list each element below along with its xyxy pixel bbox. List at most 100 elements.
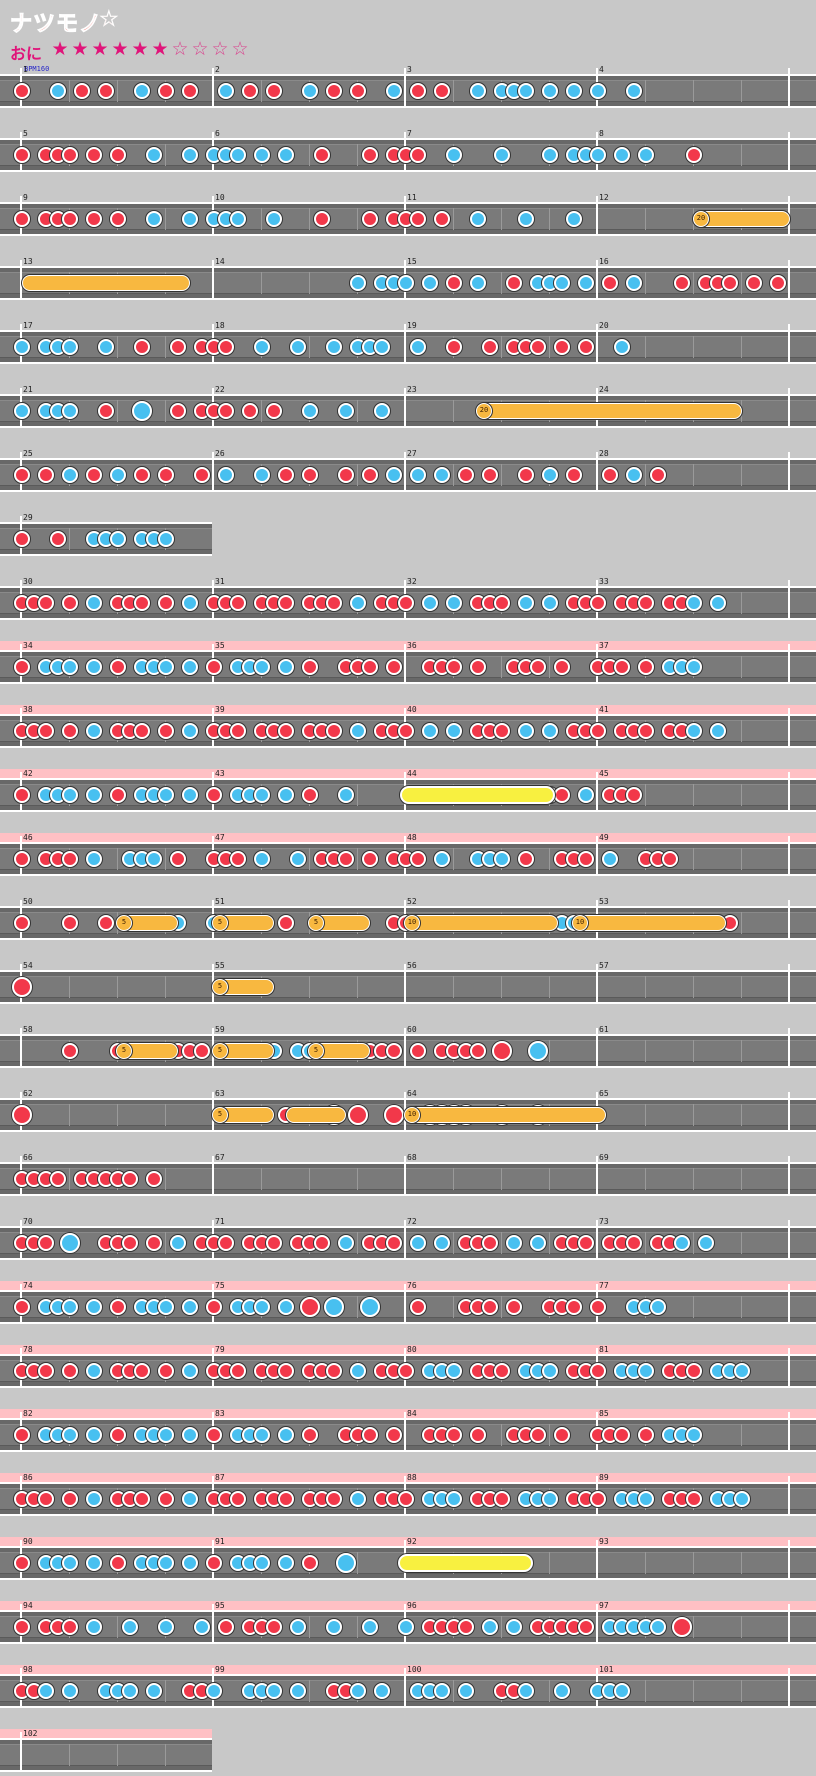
- balloon-count: 5: [212, 979, 228, 995]
- note-lane: 58 59 60 61: [0, 1025, 816, 1068]
- barline: [788, 836, 790, 874]
- ka-note: [530, 1235, 546, 1251]
- beatline: [309, 336, 310, 358]
- chart-header: ナツモノ ☆ おに ★ ★ ★ ★ ★ ★ ☆ ☆ ☆ ☆: [9, 4, 410, 64]
- lane-top-edge: [0, 778, 816, 780]
- don-note: [302, 1427, 318, 1443]
- don-note: [626, 1235, 642, 1251]
- don-note: [158, 83, 174, 99]
- don-note: [206, 787, 222, 803]
- ka-note: [650, 1619, 666, 1635]
- barline: [212, 1604, 214, 1642]
- don-note: [410, 1043, 426, 1059]
- measure-number: 62: [23, 1089, 33, 1098]
- ka-note: [290, 851, 306, 867]
- barline: [596, 836, 598, 874]
- measure-number: 92: [407, 1537, 417, 1546]
- ka-note: [254, 787, 270, 803]
- barline: [788, 580, 790, 618]
- lane-bottom-edge: [0, 1642, 816, 1644]
- measure-number: 17: [23, 321, 33, 330]
- ka-note: [146, 1683, 162, 1699]
- ka-note: [470, 83, 486, 99]
- beatline: [165, 336, 166, 358]
- lane-top-edge: [0, 74, 816, 76]
- measure-number: 1: [23, 65, 28, 74]
- barline: [20, 1732, 22, 1770]
- ka-note: [182, 147, 198, 163]
- don-note: [362, 851, 378, 867]
- don-note: [266, 1619, 282, 1635]
- don-note: [362, 1427, 378, 1443]
- ka-note: [434, 467, 450, 483]
- don-note: [578, 1619, 594, 1635]
- don-note: [230, 595, 246, 611]
- measure-number: 23: [407, 385, 417, 394]
- ka-note: [578, 275, 594, 291]
- don-note: [62, 1619, 78, 1635]
- measure-number: 45: [599, 769, 609, 778]
- barline: [404, 1668, 406, 1706]
- ka-note: [542, 723, 558, 739]
- don-note: [134, 339, 150, 355]
- star-empty-icon: ☆: [231, 38, 249, 60]
- measure-number: 42: [23, 769, 33, 778]
- beatline: [693, 848, 694, 870]
- barline: [404, 1028, 406, 1066]
- ka-note: [350, 1363, 366, 1379]
- don-note: [38, 467, 54, 483]
- don-note: [134, 467, 150, 483]
- don-note: [62, 147, 78, 163]
- beatline: [357, 976, 358, 998]
- ka-note: [254, 147, 270, 163]
- don-note: [266, 83, 282, 99]
- ka-note: [302, 83, 318, 99]
- ka-note: [86, 1491, 102, 1507]
- measure-number: 38: [23, 705, 33, 714]
- ka-note: [86, 595, 102, 611]
- beatline: [741, 144, 742, 166]
- barline: [788, 1092, 790, 1130]
- don-note: [206, 1299, 222, 1315]
- don-note: [602, 467, 618, 483]
- barline: [788, 324, 790, 362]
- note-lane: 30 31 32 33: [0, 577, 816, 620]
- lane-bottom-edge: [0, 1258, 816, 1260]
- beatline: [501, 656, 502, 678]
- don-note: [590, 1299, 606, 1315]
- don-note: [578, 339, 594, 355]
- beatline: [645, 976, 646, 998]
- measure-number: 27: [407, 449, 417, 458]
- note-lane: 38 39 40 41: [0, 705, 816, 748]
- lane-track: [0, 976, 816, 998]
- ka-note: [182, 1427, 198, 1443]
- don-note: [362, 659, 378, 675]
- ka-note: [494, 147, 510, 163]
- beatline: [741, 848, 742, 870]
- don-note: [98, 403, 114, 419]
- ka-note: [458, 1683, 474, 1699]
- don-note: [410, 211, 426, 227]
- don-note: [386, 659, 402, 675]
- ka-note: [626, 275, 642, 291]
- measure-number: 39: [215, 705, 225, 714]
- don-note: [314, 211, 330, 227]
- lane-bottom-edge: [0, 170, 816, 172]
- star-filled-icon: ★: [131, 38, 149, 60]
- don-note: [638, 659, 654, 675]
- ka-note: [254, 339, 270, 355]
- beatline: [741, 720, 742, 742]
- song-title: ナツモノ: [9, 12, 103, 38]
- don-note: [398, 595, 414, 611]
- difficulty-stars: ★ ★ ★ ★ ★ ★ ☆ ☆ ☆ ☆: [50, 38, 250, 60]
- don-note: [98, 83, 114, 99]
- don-note: [38, 1491, 54, 1507]
- don-note: [590, 723, 606, 739]
- beatline: [309, 1168, 310, 1190]
- measure-number: 65: [599, 1089, 609, 1098]
- barline: [212, 452, 214, 490]
- measure-number: 75: [215, 1281, 225, 1290]
- note-lane: 78 79 80 81: [0, 1345, 816, 1388]
- don-note: [194, 467, 210, 483]
